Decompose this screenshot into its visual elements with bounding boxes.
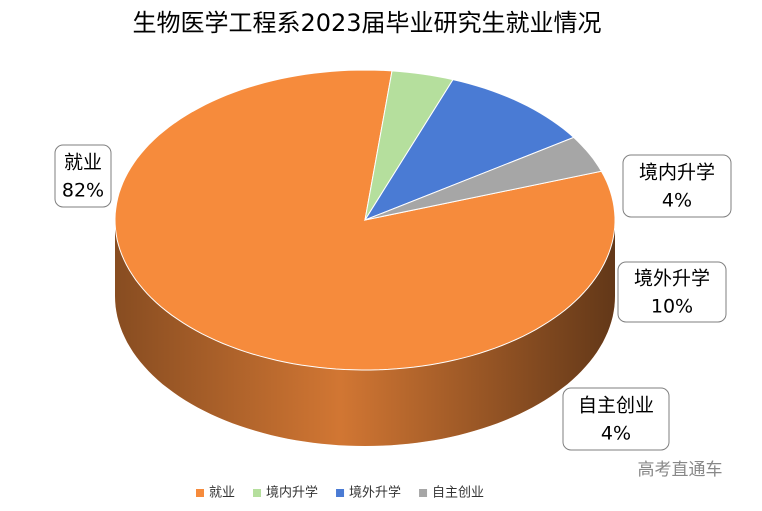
chart-title: 生物医学工程系2023届毕业研究生就业情况 — [132, 9, 601, 37]
watermark: 高考直通车 — [638, 460, 723, 480]
data-labels: 就业 82% 境内升学 4% 境外升学 10% 自主创业 4% — [54, 144, 732, 451]
label-box — [562, 387, 670, 451]
legend-label: 境外升学 — [349, 485, 401, 501]
pie-sides — [115, 220, 615, 446]
label-box — [617, 261, 727, 323]
legend-label: 就业 — [209, 486, 235, 501]
label-category: 境外升学 — [634, 268, 710, 290]
label-box — [54, 144, 112, 208]
data-label: 4% — [601, 423, 631, 445]
data-label: 10% — [651, 296, 693, 318]
legend: 就业 境内升学 境外升学 自主创业 — [196, 485, 484, 501]
label-category: 境内升学 — [639, 162, 715, 184]
data-label: 4% — [662, 190, 692, 212]
legend-label: 境内升学 — [266, 485, 318, 501]
slice — [364, 70, 454, 221]
label-category: 自主创业 — [578, 395, 654, 417]
legend-label: 自主创业 — [432, 486, 484, 501]
label-box — [622, 154, 732, 218]
data-label: 82% — [62, 180, 104, 202]
legend-marker — [336, 489, 345, 497]
pie-tops — [114, 69, 616, 371]
legend-marker — [196, 489, 204, 497]
slice — [363, 79, 575, 222]
slice-side-shade — [115, 220, 615, 446]
legend-marker — [253, 489, 262, 497]
slice — [364, 136, 603, 221]
legend-marker — [419, 489, 428, 497]
label-category: 就业 — [64, 152, 102, 174]
